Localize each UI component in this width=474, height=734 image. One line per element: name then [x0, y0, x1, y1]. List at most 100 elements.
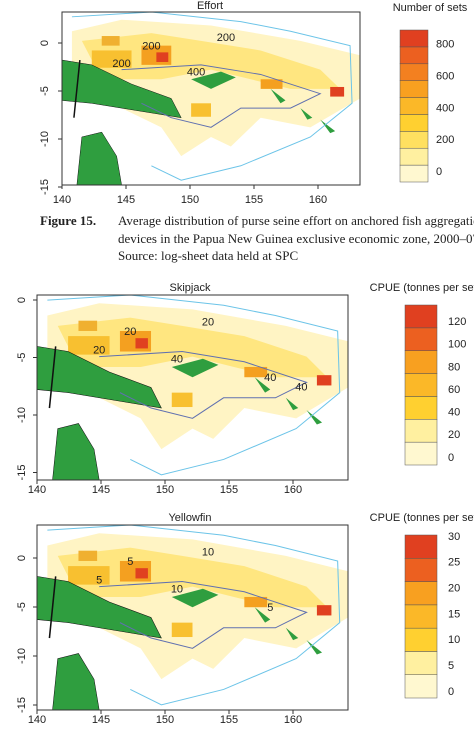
- legend-tick-label: 600: [436, 71, 454, 83]
- contour-label: 5: [96, 574, 102, 586]
- legend-title: CPUE (tonnes per set): [370, 512, 474, 524]
- contour-label: 200: [112, 58, 130, 70]
- x-tick-label: 150: [156, 714, 174, 726]
- legend-swatch: [399, 97, 429, 115]
- x-tick-label: 155: [245, 194, 263, 206]
- legend-tick-label: 400: [436, 102, 454, 114]
- caption-line: Source: log-sheet data held at SPC: [118, 248, 298, 263]
- legend-swatch: [399, 46, 429, 65]
- legend-tick-label: 20: [448, 429, 460, 441]
- legend-tick-label: 0: [436, 166, 442, 178]
- legend-tick-label: 0: [448, 686, 454, 698]
- x-tick-label: 140: [53, 194, 71, 206]
- legend-tick-label: 60: [448, 384, 460, 396]
- legend-tick-label: 200: [436, 134, 454, 146]
- caption-line: Average distribution of purse seine effo…: [118, 213, 474, 228]
- x-tick-label: 140: [28, 484, 46, 496]
- y-tick-label: -10: [39, 131, 51, 147]
- legend-tick-label: 100: [448, 339, 466, 351]
- y-tick-label: -10: [16, 648, 28, 664]
- x-tick-label: 155: [220, 714, 238, 726]
- legend-swatch: [404, 304, 438, 329]
- legend-swatch: [404, 674, 438, 699]
- legend-swatch: [399, 63, 429, 81]
- legend-tick-label: 800: [436, 39, 454, 51]
- legend-tick-label: 15: [448, 608, 460, 620]
- legend-tick-label: 40: [448, 407, 460, 419]
- legend-swatch: [404, 651, 438, 675]
- legend-tick-label: 0: [448, 452, 454, 464]
- caption-line: devices in the Papua New Guinea exclusiv…: [118, 231, 474, 246]
- legend-swatch: [404, 604, 438, 629]
- map-frame: [36, 294, 349, 481]
- y-tick-label: -15: [16, 465, 28, 481]
- legend-title: CPUE (tonnes per set): [370, 282, 474, 294]
- legend-swatch: [399, 131, 429, 149]
- legend-swatch: [399, 147, 429, 166]
- y-tick-label: -5: [39, 86, 51, 96]
- y-tick-label: -5: [16, 602, 28, 612]
- legend-swatch: [399, 164, 429, 183]
- legend-tick-label: 5: [448, 660, 454, 672]
- x-tick-label: 160: [284, 484, 302, 496]
- map-frame: [36, 524, 349, 711]
- legend-tick-label: 80: [448, 361, 460, 373]
- contour-label: 400: [187, 66, 205, 78]
- legend-swatch: [404, 441, 438, 466]
- legend-swatch: [399, 114, 429, 132]
- legend-tick-label: 10: [448, 634, 460, 646]
- x-tick-label: 145: [117, 194, 135, 206]
- contour-label: 40: [295, 381, 307, 393]
- legend-title: Number of sets: [393, 2, 468, 14]
- legend-tick-label: 25: [448, 557, 460, 569]
- map: [37, 525, 348, 710]
- contour-label: 20: [124, 326, 136, 338]
- contour-label: 40: [264, 372, 276, 384]
- y-tick-label: 0: [16, 297, 28, 303]
- contour-label: 5: [127, 556, 133, 568]
- y-tick-label: -15: [16, 697, 28, 713]
- x-tick-label: 150: [181, 194, 199, 206]
- legend-swatch: [404, 581, 438, 606]
- legend-tick-label: 120: [448, 316, 466, 328]
- legend-swatch: [404, 396, 438, 420]
- contour-label: 200: [217, 32, 235, 44]
- legend-swatch: [404, 627, 438, 652]
- y-tick-label: 0: [16, 555, 28, 561]
- contour-label: 5: [267, 602, 273, 614]
- map: [62, 12, 360, 185]
- y-tick-label: -10: [16, 407, 28, 423]
- legend-swatch: [404, 373, 438, 397]
- legend-swatch: [404, 534, 438, 559]
- legend-tick-label: 20: [448, 583, 460, 595]
- y-tick-label: -15: [39, 179, 51, 195]
- y-tick-label: -5: [16, 353, 28, 363]
- x-tick-label: 160: [284, 714, 302, 726]
- legend-swatch: [404, 350, 438, 374]
- map-title: Effort: [197, 0, 223, 12]
- legend-swatch: [404, 419, 438, 443]
- contour-label: 40: [171, 354, 183, 366]
- legend-swatch: [404, 558, 438, 582]
- contour-label: 10: [202, 547, 214, 559]
- contour-label: 10: [171, 584, 183, 596]
- caption-label: Figure 15.: [40, 213, 96, 228]
- legend-swatch: [399, 29, 429, 48]
- x-tick-label: 160: [309, 194, 327, 206]
- map-frame: [61, 11, 361, 186]
- map-title: Skipjack: [170, 282, 211, 294]
- x-tick-label: 150: [156, 484, 174, 496]
- legend-tick-label: 30: [448, 531, 460, 543]
- x-tick-label: 145: [92, 714, 110, 726]
- contour-label: 200: [142, 41, 160, 53]
- contour-label: 20: [202, 317, 214, 329]
- legend-swatch: [404, 327, 438, 351]
- x-tick-label: 145: [92, 484, 110, 496]
- legend-swatch: [399, 80, 429, 98]
- y-tick-label: 0: [39, 40, 51, 46]
- x-tick-label: 140: [28, 714, 46, 726]
- contour-label: 20: [93, 344, 105, 356]
- map-title: Yellowfin: [168, 512, 211, 524]
- x-tick-label: 155: [220, 484, 238, 496]
